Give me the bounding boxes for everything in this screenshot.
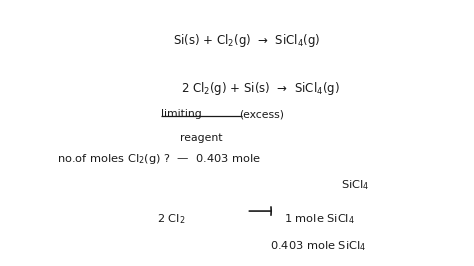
Text: limiting: limiting xyxy=(161,109,202,119)
Text: 2 Cl$_2$(g) + Si(s)  →  SiCl$_4$(g): 2 Cl$_2$(g) + Si(s) → SiCl$_4$(g) xyxy=(181,80,340,97)
Text: Si(s) + Cl$_2$(g)  →  SiCl$_4$(g): Si(s) + Cl$_2$(g) → SiCl$_4$(g) xyxy=(173,32,320,49)
Text: reagent: reagent xyxy=(180,133,223,143)
Text: no.of moles Cl$_2$(g) ?  —  0.403 mole: no.of moles Cl$_2$(g) ? — 0.403 mole xyxy=(57,152,262,165)
Text: SiCl$_4$: SiCl$_4$ xyxy=(341,178,369,192)
Text: (excess): (excess) xyxy=(239,109,284,119)
Text: 2 Cl$_2$: 2 Cl$_2$ xyxy=(156,212,185,226)
Text: 0.403 mole SiCl$_4$: 0.403 mole SiCl$_4$ xyxy=(270,239,366,253)
Text: 1 mole SiCl$_4$: 1 mole SiCl$_4$ xyxy=(284,212,355,226)
